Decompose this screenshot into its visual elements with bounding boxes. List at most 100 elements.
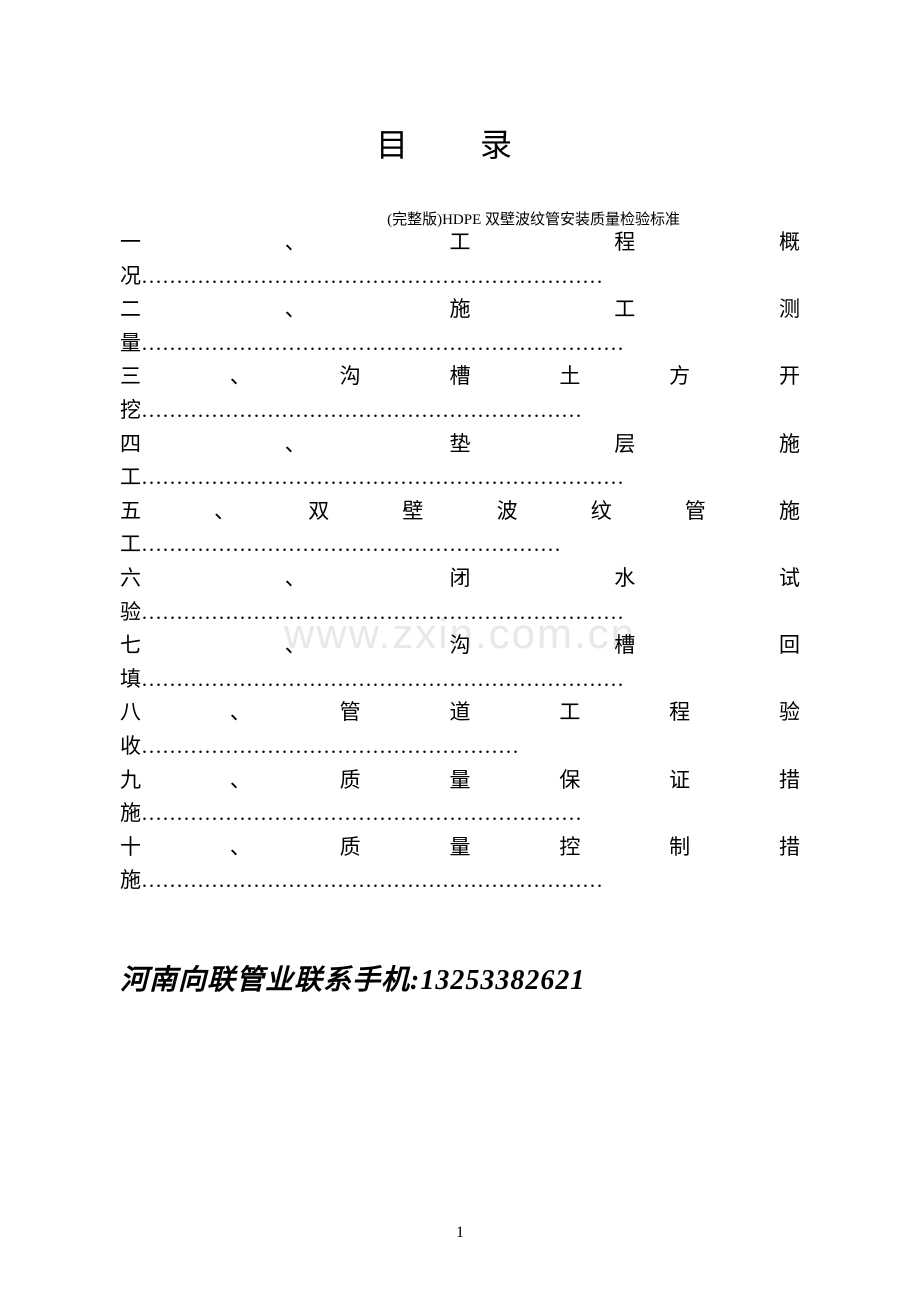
toc-entry-char: 沟 xyxy=(450,629,471,663)
toc-entry-line2: 工…………………………………………………………… xyxy=(120,461,800,495)
toc-entry-line2: 填…………………………………………………………… xyxy=(120,663,800,697)
toc-entry-char: 测 xyxy=(779,293,800,327)
toc-entry: 四、垫层施工…………………………………………………………… xyxy=(120,428,800,495)
toc-entry-line2: 施………………………………………………………… xyxy=(120,864,800,898)
toc-entry-trail: 工 xyxy=(120,532,141,556)
toc-entry-dots: …………………………………………………………… xyxy=(141,465,624,489)
toc-entry: 九、质量保证措施……………………………………………………… xyxy=(120,764,800,831)
toc-entry-line1: 六 、 闭 水 试 xyxy=(120,562,800,596)
toc-entry-line1: 十、质量控制措 xyxy=(120,831,800,865)
toc-entry-line1: 三、沟槽土方开 xyxy=(120,360,800,394)
toc-entry-char: 层 xyxy=(614,428,635,462)
toc-entry-number: 七 xyxy=(120,629,141,663)
toc-entry-trail: 验 xyxy=(120,600,141,624)
header-note: (完整版)HDPE 双壁波纹管安装质量检验标准 xyxy=(387,208,680,229)
toc-entry-trail: 工 xyxy=(120,465,141,489)
toc-entry-trail: 收 xyxy=(120,734,141,758)
toc-entry-char: 施 xyxy=(450,293,471,327)
toc-entry-dots: …………………………………………………………… xyxy=(141,600,624,624)
toc-entry-line1: 八、管道工程验 xyxy=(120,696,800,730)
toc-entry-line1: 二 、 施 工 测 xyxy=(120,293,800,327)
toc-entry-number: 五 xyxy=(120,495,141,529)
toc-entry-char: 试 xyxy=(779,562,800,596)
toc-entry-trail: 况 xyxy=(120,264,141,288)
table-of-contents: 一、工程概况…………………………………………………………二、施工测量………………… xyxy=(120,226,800,898)
toc-entry-char: 槽 xyxy=(614,629,635,663)
toc-entry: 五、双壁波纹管施工…………………………………………………… xyxy=(120,495,800,562)
toc-entry-char: 措 xyxy=(779,831,800,865)
toc-entry-trail: 量 xyxy=(120,331,141,355)
toc-entry-char: 、 xyxy=(285,428,306,462)
toc-entry-line1: 七 、 沟 槽 回 xyxy=(120,629,800,663)
toc-entry-char: 、 xyxy=(285,293,306,327)
toc-entry-char: 证 xyxy=(669,764,690,798)
toc-entry-line2: 验…………………………………………………………… xyxy=(120,596,800,630)
toc-entry-char: 沟 xyxy=(340,360,361,394)
toc-entry-char: 质 xyxy=(340,831,361,865)
toc-entry-number: 十 xyxy=(120,831,141,865)
toc-entry-char: 量 xyxy=(449,831,470,865)
toc-entry-char: 工 xyxy=(614,293,635,327)
toc-entry-char: 管 xyxy=(340,696,361,730)
toc-entry-number: 六 xyxy=(120,562,141,596)
toc-entry-dots: ……………………………………………………… xyxy=(141,801,582,825)
toc-entry-dots: ……………………………………………………… xyxy=(141,398,582,422)
page-number: 1 xyxy=(456,1224,464,1242)
toc-entry-trail: 施 xyxy=(120,801,141,825)
content-layer: (完整版)HDPE 双壁波纹管安装质量检验标准 目 录 一、工程概况………………… xyxy=(120,120,800,998)
toc-entry-line2: 挖……………………………………………………… xyxy=(120,394,800,428)
toc-entry-char: 纹 xyxy=(591,495,612,529)
toc-entry-line2: 施……………………………………………………… xyxy=(120,797,800,831)
toc-entry-char: 双 xyxy=(308,495,329,529)
toc-entry-char: 量 xyxy=(449,764,470,798)
toc-entry-char: 、 xyxy=(214,495,235,529)
toc-entry-char: 措 xyxy=(779,764,800,798)
toc-entry-char: 控 xyxy=(559,831,580,865)
toc-entry-dots: ………………………………………………………… xyxy=(141,264,603,288)
toc-entry-char: 施 xyxy=(779,428,800,462)
toc-entry-char: 方 xyxy=(669,360,690,394)
toc-entry-char: 概 xyxy=(779,226,800,260)
toc-entry-char: 闭 xyxy=(450,562,471,596)
toc-entry-char: 、 xyxy=(285,562,306,596)
toc-entry-dots: …………………………………………………………… xyxy=(141,667,624,691)
toc-entry: 二 、 施 工 测量…………………………………………………………… xyxy=(120,293,800,360)
toc-entry: 七、沟槽回填…………………………………………………………… xyxy=(120,629,800,696)
toc-entry-char: 道 xyxy=(449,696,470,730)
toc-entry-number: 二 xyxy=(120,293,141,327)
toc-entry-char: 、 xyxy=(230,764,251,798)
toc-entry-line2: 况………………………………………………………… xyxy=(120,260,800,294)
toc-entry-char: 程 xyxy=(669,696,690,730)
toc-entry-line1: 九、质量保证措 xyxy=(120,764,800,798)
toc-entry-char: 回 xyxy=(779,629,800,663)
toc-entry-dots: …………………………………………………………… xyxy=(141,331,624,355)
toc-entry-char: 、 xyxy=(285,629,306,663)
toc-entry-char: 质 xyxy=(340,764,361,798)
toc-entry-char: 垫 xyxy=(450,428,471,462)
toc-entry-char: 水 xyxy=(614,562,635,596)
toc-entry: 一、工程概况………………………………………………………… xyxy=(120,226,800,293)
toc-entry-number: 九 xyxy=(120,764,141,798)
toc-entry-trail: 挖 xyxy=(120,398,141,422)
toc-entry-dots: …………………………………………………… xyxy=(141,532,561,556)
toc-entry-char: 程 xyxy=(614,226,635,260)
toc-entry-number: 四 xyxy=(120,428,141,462)
toc-entry-char: 壁 xyxy=(402,495,423,529)
toc-entry-line2: 工…………………………………………………… xyxy=(120,528,800,562)
toc-entry-trail: 施 xyxy=(120,868,141,892)
toc-entry-dots: ………………………………………………………… xyxy=(141,868,603,892)
toc-entry-char: 槽 xyxy=(449,360,470,394)
toc-entry-char: 验 xyxy=(779,696,800,730)
toc-entry: 三、沟槽土方开挖……………………………………………………… xyxy=(120,360,800,427)
toc-entry: 八、管道工程验收……………………………………………… xyxy=(120,696,800,763)
toc-entry-char: 、 xyxy=(230,360,251,394)
toc-entry-char: 管 xyxy=(685,495,706,529)
toc-entry-char: 工 xyxy=(450,226,471,260)
toc-entry-char: 、 xyxy=(285,226,306,260)
toc-entry-trail: 填 xyxy=(120,667,141,691)
toc-entry-char: 开 xyxy=(779,360,800,394)
toc-entry-char: 工 xyxy=(559,696,580,730)
toc-entry-char: 施 xyxy=(779,495,800,529)
toc-entry-char: 、 xyxy=(230,831,251,865)
toc-entry-number: 八 xyxy=(120,696,141,730)
